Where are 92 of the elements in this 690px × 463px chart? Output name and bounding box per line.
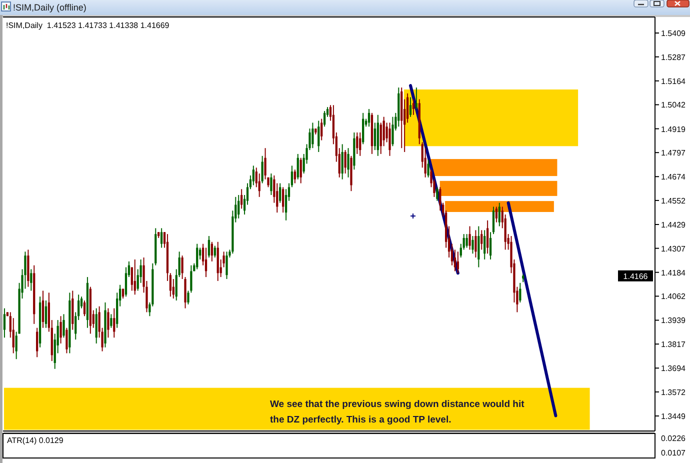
candlestick (210, 241, 214, 262)
candlestick (294, 169, 296, 184)
y-tick-label: 1.5287 (661, 52, 686, 62)
y-tick-label: 1.5164 (661, 76, 686, 86)
candlestick (44, 300, 48, 328)
candlestick (181, 255, 184, 280)
candlestick (312, 122, 314, 149)
candlestick (495, 206, 498, 223)
candlestick (480, 230, 483, 250)
candlestick (204, 247, 208, 278)
candlestick (468, 226, 471, 250)
candlestick (240, 188, 243, 210)
candlestick (498, 202, 500, 227)
candlestick (113, 308, 116, 338)
candlestick (347, 148, 350, 178)
candlestick (300, 157, 302, 184)
candlestick (184, 276, 186, 309)
candlestick (323, 110, 326, 128)
annotation: 1.4166 (623, 271, 648, 280)
candlestick (42, 290, 44, 328)
candlestick (252, 165, 254, 186)
candlestick (279, 182, 282, 204)
y-tick-label: 1.3449 (661, 411, 686, 420)
candlestick (214, 245, 216, 258)
chart-title: !SIM,Daily (offline) (13, 2, 86, 12)
candlestick (359, 132, 362, 156)
chart-subtitle: !SIM,Daily 1.41523 1.41733 1.41338 1.41669 (6, 20, 170, 30)
candlestick (341, 144, 344, 180)
candlestick (282, 186, 284, 214)
candlestick (486, 220, 489, 254)
candlestick (456, 251, 459, 274)
candlestick (374, 122, 376, 151)
candlestick (110, 314, 112, 328)
y-tick-label: 1.3939 (661, 316, 686, 325)
y-tick-label: 1.4674 (661, 172, 686, 182)
candlestick (344, 150, 346, 174)
y-tick-label: 1.4797 (661, 148, 686, 158)
candlestick (489, 232, 492, 260)
candlestick (134, 258, 136, 296)
annotation: We see that the previous swing down distance would hit the DZ perfectly. This is a good TP level. (270, 399, 526, 426)
candlestick (484, 230, 486, 260)
text: 0.0226 (661, 434, 686, 442)
candlestick (66, 327, 68, 354)
candlestick (362, 112, 364, 145)
candlestick (208, 236, 210, 258)
candlestick (30, 268, 32, 292)
text: 0.0107 (661, 448, 686, 457)
candlestick (270, 172, 272, 196)
candlestick (3, 308, 6, 338)
y-tick-label: 1.4307 (661, 244, 686, 253)
candlestick (474, 230, 477, 258)
candlestick (296, 153, 299, 180)
candlestick (320, 118, 323, 141)
candlestick (160, 228, 163, 248)
candlestick (83, 300, 86, 317)
text: ATR(14) 0.0129 (7, 436, 64, 444)
y-tick-label: 1.5042 (661, 100, 686, 110)
candlestick (368, 108, 370, 128)
candlestick (409, 96, 412, 118)
candlestick (466, 234, 468, 248)
y-tick-label: 1.4062 (661, 292, 686, 301)
candlestick (492, 206, 495, 235)
candlestick (261, 155, 264, 184)
candlestick (60, 316, 62, 344)
candlestick (190, 264, 192, 294)
y-tick-label: 1.5409 (661, 28, 686, 38)
y-tick-label: 1.3572 (661, 387, 686, 396)
candlestick (412, 98, 415, 116)
candlestick (36, 327, 38, 358)
y-tick-label: 1.4919 (661, 124, 686, 134)
candlestick (187, 290, 190, 305)
candlestick (519, 282, 522, 303)
candlestick (392, 116, 394, 147)
y-tick-label: 1.4184 (661, 268, 686, 277)
candlestick (318, 120, 320, 153)
candlestick (356, 132, 358, 154)
y-tick-label: 1.4429 (661, 220, 686, 229)
candlestick (478, 226, 480, 268)
candlestick (95, 308, 98, 344)
candlestick (427, 159, 430, 178)
candlestick (238, 194, 240, 219)
candlestick (62, 314, 65, 338)
y-tick-label: 1.3694 (661, 364, 686, 373)
candlestick (472, 236, 474, 254)
y-tick-label: 1.4552 (661, 196, 686, 205)
candlestick (107, 308, 110, 338)
y-tick-label: 1.3817 (661, 340, 686, 349)
candlestick (415, 87, 418, 110)
candlestick (196, 243, 198, 270)
candlestick (388, 122, 391, 156)
candlestick (226, 251, 228, 280)
candlestick (436, 186, 438, 202)
